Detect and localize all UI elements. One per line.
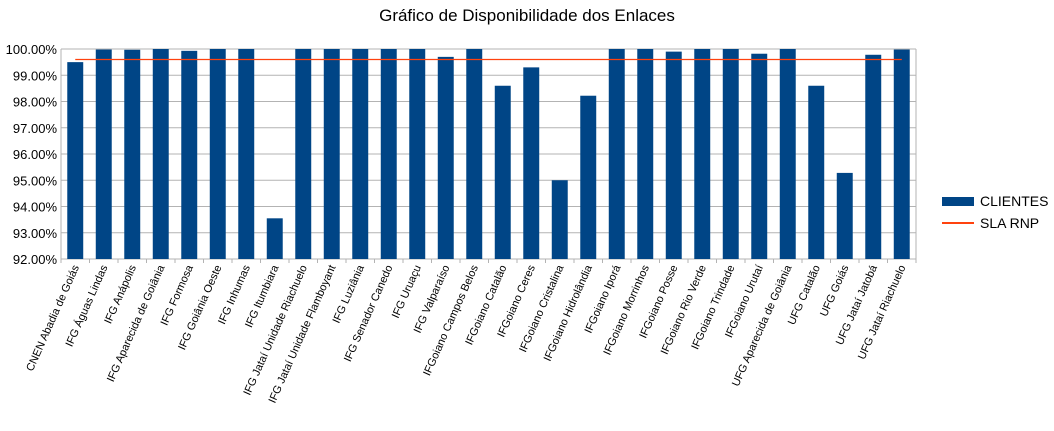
legend-swatch-clientes	[942, 196, 974, 206]
bar	[523, 67, 540, 259]
bar	[808, 85, 825, 259]
y-tick-label: 94.00%	[13, 200, 58, 215]
y-tick-label: 92.00%	[13, 252, 58, 267]
bar	[295, 49, 312, 259]
legend-label-clientes: CLIENTES	[980, 193, 1049, 209]
bar	[409, 49, 426, 259]
bar	[352, 49, 369, 259]
chart-title: Gráfico de Disponibilidade dos Enlaces	[379, 6, 675, 25]
bar	[124, 49, 141, 259]
bar	[323, 49, 340, 259]
bar	[551, 180, 568, 259]
bar	[836, 172, 853, 259]
bar	[238, 49, 255, 259]
bar	[380, 49, 397, 259]
bar	[67, 62, 84, 259]
y-tick-label: 95.00%	[13, 173, 58, 188]
bar	[893, 49, 910, 260]
legend-item-sla-rnp: SLA RNP	[942, 212, 1048, 234]
y-tick-label: 96.00%	[13, 147, 58, 162]
legend-item-clientes: CLIENTES	[942, 190, 1048, 212]
y-tick-label: 98.00%	[13, 95, 58, 110]
bar	[580, 95, 597, 259]
legend-label-sla-rnp: SLA RNP	[980, 215, 1040, 231]
x-tick-label: CNEN Abadia de Goiás	[24, 263, 82, 373]
bar	[637, 49, 654, 259]
bar	[865, 54, 882, 260]
y-tick-label: 99.00%	[13, 68, 58, 83]
bar	[608, 49, 625, 259]
bar	[209, 49, 226, 259]
x-tick-label: IFG Uruaçu	[390, 263, 424, 320]
y-tick-label: 100.00%	[6, 42, 58, 57]
bar	[779, 49, 796, 259]
bar	[722, 49, 739, 259]
bar	[694, 49, 711, 259]
bar	[494, 85, 511, 259]
bar	[751, 53, 768, 259]
bar	[266, 218, 283, 259]
bar	[437, 56, 454, 259]
bar	[181, 50, 198, 260]
bar	[665, 51, 682, 259]
y-tick-label: 97.00%	[13, 121, 58, 136]
bar	[152, 49, 169, 259]
chart-legend: CLIENTES SLA RNP	[942, 190, 1048, 234]
bar	[95, 49, 112, 260]
y-tick-label: 93.00%	[13, 226, 58, 241]
bar	[466, 49, 483, 259]
x-tick-label: UFG Goiás	[818, 263, 852, 319]
legend-swatch-sla-rnp	[942, 222, 974, 224]
